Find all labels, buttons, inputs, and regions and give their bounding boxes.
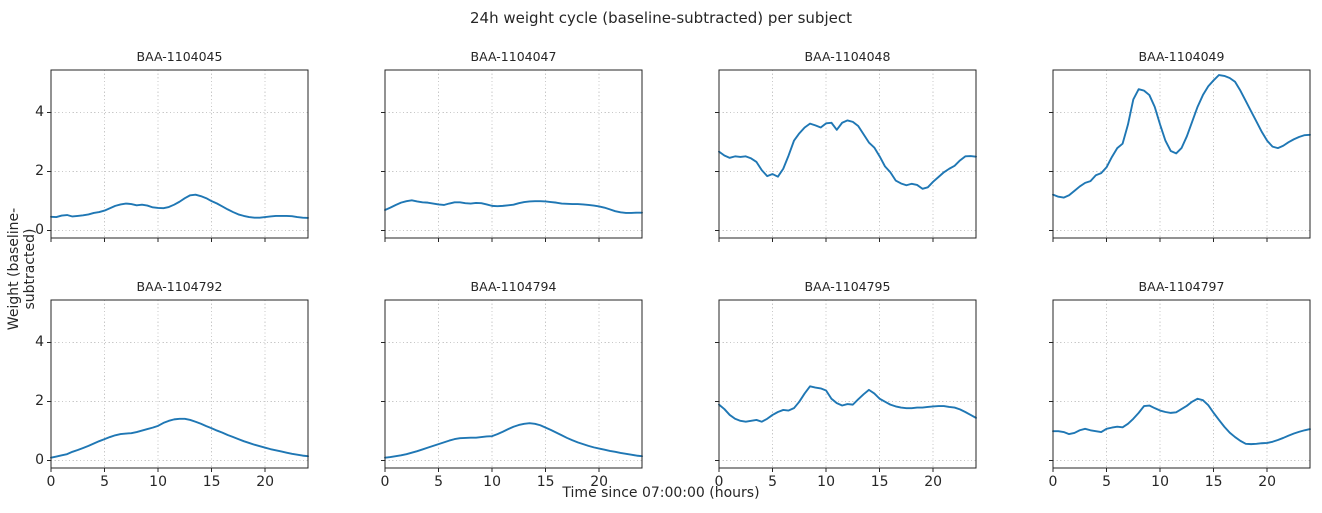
plot-frame [384,299,643,469]
data-line [50,417,309,459]
x-tick-label: 0 [714,474,724,490]
subplot-title: BAA-1104797 [1138,279,1225,294]
y-tick-label: 0 [35,452,44,469]
y-tick-label: 4 [35,104,44,121]
subplot-title: BAA-1104795 [804,279,891,294]
data-line [384,199,643,214]
subplot-title: BAA-1104047 [470,49,557,64]
x-tick-label: 5 [768,474,777,490]
x-tick-label: 10 [483,474,501,490]
x-tick-label: 15 [536,474,555,490]
x-tick-label: 5 [434,474,443,490]
x-tick-label: 5 [100,474,109,490]
x-tick-label: 20 [590,474,609,490]
data-line [718,119,977,190]
data-line [718,385,977,423]
figure-title: 24h weight cycle (baseline-subtracted) p… [470,9,852,27]
subplot-title: BAA-1104792 [136,279,223,294]
x-tick-label: 0 [1048,474,1058,490]
y-tick-label: 2 [35,163,44,180]
data-line [384,422,643,459]
subplot-title: BAA-1104794 [470,279,557,294]
x-tick-label: 20 [1258,474,1277,490]
y-tick-label: 4 [35,334,44,351]
x-tick-label: 5 [1102,474,1111,490]
x-tick-label: 20 [924,474,943,490]
x-tick-label: 10 [817,474,835,490]
x-tick-label: 10 [149,474,167,490]
x-tick-label: 0 [46,474,56,490]
x-tick-label: 15 [1204,474,1223,490]
x-tick-label: 15 [202,474,221,490]
x-tick-label: 0 [380,474,390,490]
data-line [1052,397,1311,446]
plot-frame [1052,69,1311,239]
plot-frame [1052,299,1311,469]
subplot-title: BAA-1104045 [136,49,223,64]
x-tick-label: 15 [870,474,889,490]
plot-frame [718,299,977,469]
plot-frame [384,69,643,239]
x-tick-label: 20 [256,474,275,490]
data-line [50,193,309,219]
y-tick-label: 2 [35,393,44,410]
data-line [1052,74,1311,199]
plot-frame [718,69,977,239]
plot-frame [50,69,309,239]
x-axis-label: Time since 07:00:00 (hours) [562,485,760,501]
subplot-title: BAA-1104048 [804,49,891,64]
subplot-title: BAA-1104049 [1138,49,1225,64]
plot-frame [50,299,309,469]
x-tick-label: 10 [1151,474,1169,490]
y-tick-label: 0 [35,222,44,239]
